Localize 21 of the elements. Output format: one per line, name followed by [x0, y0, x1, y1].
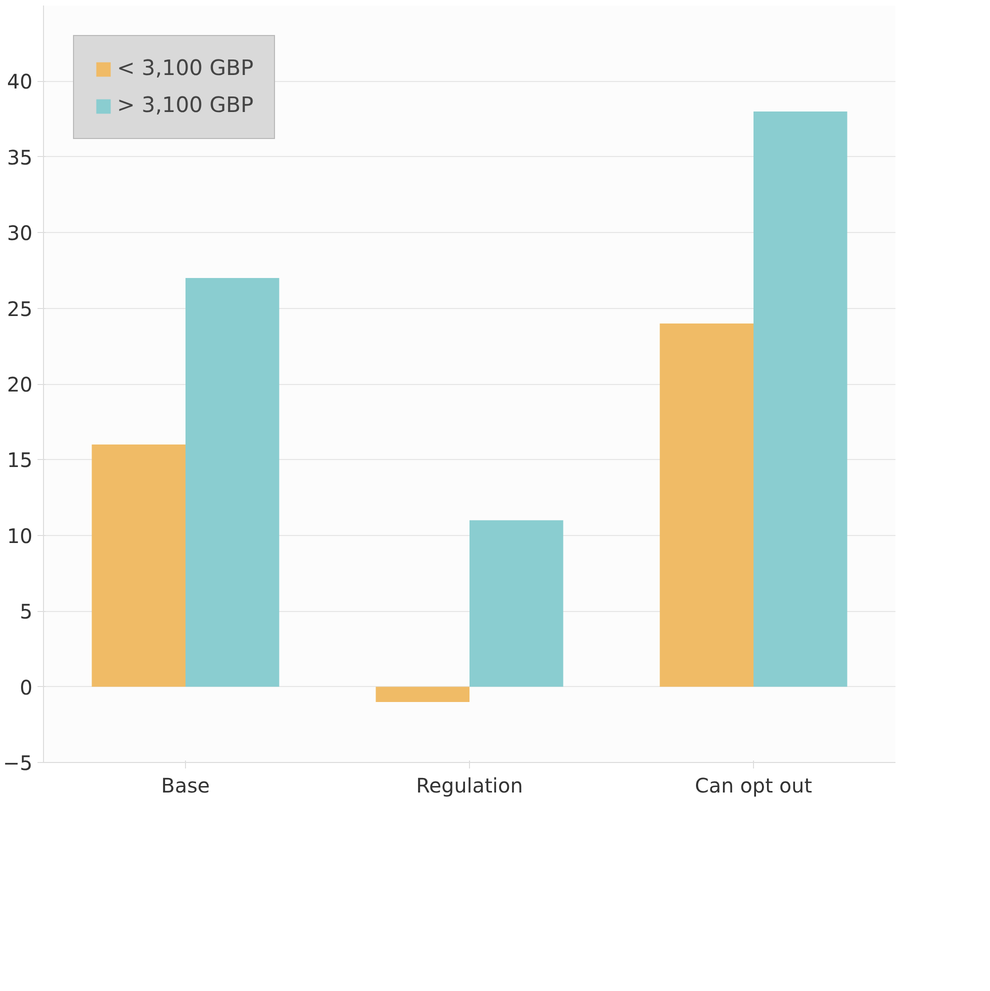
bar — [376, 686, 470, 702]
bar — [754, 111, 848, 687]
x-tick-label: Can opt out — [694, 774, 812, 798]
y-tick-label: 35 — [7, 145, 33, 170]
y-tick-label: 25 — [7, 296, 33, 321]
y-tick-label: 15 — [7, 448, 33, 472]
y-tick-label: 30 — [7, 221, 33, 246]
bar — [470, 520, 564, 687]
bar — [92, 444, 186, 687]
y-tick-label: 10 — [7, 524, 33, 548]
y-tick-label: 5 — [20, 600, 33, 624]
x-tick-label: Base — [161, 774, 210, 798]
bar — [660, 323, 754, 687]
y-tick-label: 0 — [20, 675, 33, 700]
y-tick-label: 40 — [7, 70, 33, 94]
legend-label: < 3,100 GBP — [117, 56, 254, 81]
x-tick-label: Regulation — [416, 774, 523, 798]
legend-label: > 3,100 GBP — [117, 93, 254, 118]
y-tick-label: −5 — [3, 751, 32, 775]
y-tick-label: 20 — [7, 372, 33, 396]
bar — [186, 278, 280, 687]
